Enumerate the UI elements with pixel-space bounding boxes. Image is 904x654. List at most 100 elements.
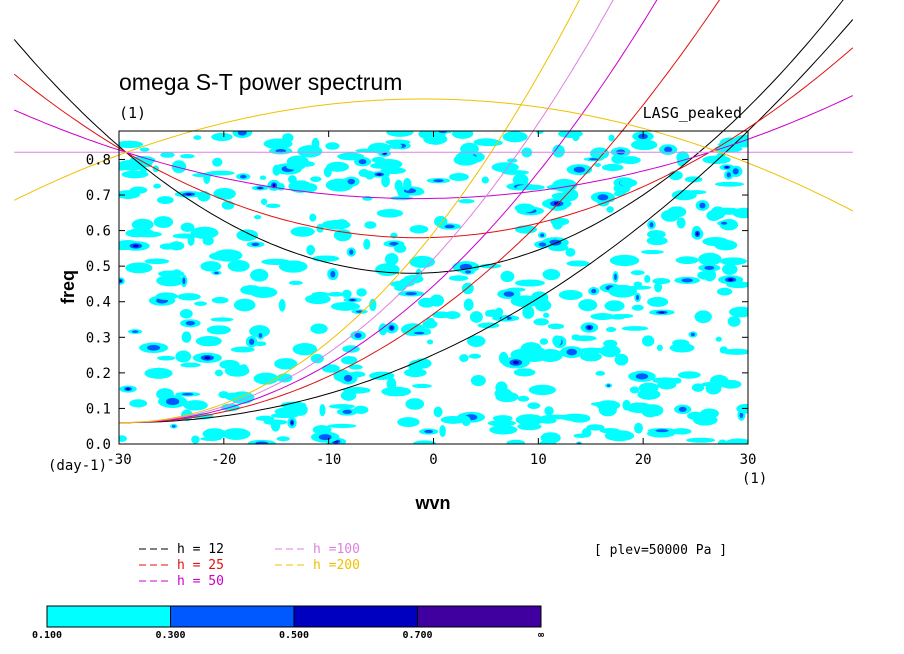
contour-patch — [432, 311, 451, 319]
contour-patch-peak — [377, 173, 382, 176]
contour-patch — [637, 389, 661, 400]
contour-patch — [253, 372, 279, 385]
contour-patch — [397, 417, 420, 427]
power-contour-fill — [119, 131, 748, 444]
contour-patch — [715, 336, 722, 342]
contour-patch — [177, 293, 201, 301]
contour-patch-peak — [272, 183, 276, 187]
contour-patch — [405, 398, 425, 410]
contour-patch — [581, 428, 592, 438]
contour-patch — [622, 399, 631, 411]
contour-patch — [603, 339, 618, 348]
contour-patch — [276, 373, 293, 383]
contour-patch — [121, 170, 149, 179]
contour-patch-strong — [185, 321, 195, 326]
contour-patch-strong — [405, 292, 417, 296]
contour-patch — [691, 383, 705, 392]
x-axis-ticks: -30 -20 -10 0 10 20 30 — [106, 131, 756, 468]
contour-patch — [175, 350, 192, 363]
colorbar-segment — [417, 605, 542, 628]
contour-patch — [119, 140, 144, 149]
x-axis-label: wvn — [414, 493, 450, 513]
contour-patch — [652, 278, 671, 285]
contour-patch — [153, 183, 161, 189]
contour-patch-strong — [389, 241, 399, 246]
contour-patch — [282, 133, 294, 143]
contour-patch — [646, 236, 668, 246]
contour-patch — [539, 338, 549, 345]
contour-patch — [517, 395, 530, 402]
contour-patch — [206, 325, 231, 335]
contour-patch — [550, 217, 570, 226]
x-tick-label: 30 — [740, 452, 757, 468]
contour-patch — [206, 170, 235, 176]
contour-patch-strong — [607, 384, 611, 387]
contour-patch — [481, 176, 489, 184]
contour-patch — [288, 180, 312, 193]
contour-patch — [312, 255, 340, 262]
contour-patch-strong — [166, 398, 180, 406]
contour-patch — [608, 284, 638, 298]
contour-patch — [330, 301, 361, 311]
contour-patch — [487, 420, 516, 427]
contour-patch-strong — [182, 277, 186, 285]
contour-patch — [719, 257, 747, 266]
contour-patch — [333, 229, 352, 242]
colorbar-level-label: 0.100 — [32, 630, 62, 641]
contour-patch — [652, 377, 679, 382]
contour-patch-peak — [390, 326, 394, 330]
contour-patch-strong — [635, 373, 649, 380]
contour-patch — [513, 368, 536, 377]
contour-patch — [290, 226, 315, 237]
contour-patch — [495, 307, 504, 317]
contour-patch — [461, 415, 471, 427]
contour-patch — [253, 215, 262, 220]
contour-patch — [551, 192, 576, 200]
contour-patch — [288, 280, 303, 286]
contour-patch — [671, 189, 697, 201]
contour-patch — [381, 174, 390, 188]
contour-patch — [647, 296, 669, 307]
contour-patch — [213, 187, 236, 200]
contour-patch — [733, 134, 748, 148]
contour-patch — [590, 313, 615, 321]
contour-patch — [641, 249, 664, 255]
contour-patch-strong — [237, 131, 247, 136]
contour-patch — [254, 341, 267, 347]
legend-label: h = 25 — [177, 558, 224, 573]
contour-patch — [250, 268, 269, 282]
contour-patch — [539, 440, 557, 444]
contour-patch — [565, 247, 576, 257]
contour-patch — [153, 216, 174, 229]
contour-patch — [514, 225, 538, 234]
kelvin-curve-200 — [118, 0, 580, 424]
contour-patch — [672, 339, 690, 347]
contour-patch — [489, 425, 518, 435]
y-tick-label: 0.3 — [86, 330, 111, 346]
colorbar-segment — [293, 605, 418, 628]
colorbar-segment — [170, 605, 295, 628]
contour-patch — [157, 355, 176, 361]
y-tick-label: 0.4 — [86, 295, 111, 311]
contour-patch-strong — [726, 172, 731, 178]
contour-patch-strong — [433, 179, 444, 183]
contour-patch — [222, 428, 251, 440]
contour-patch-strong — [172, 424, 176, 428]
contour-patch-strong — [347, 178, 356, 185]
contour-patch-strong — [147, 344, 161, 351]
contour-patch — [726, 438, 748, 444]
contour-patch-strong — [258, 333, 263, 338]
contour-patch — [552, 144, 565, 158]
contour-patch — [726, 281, 748, 289]
colorbar-level-label: ∞ — [538, 630, 544, 641]
contour-patch — [533, 318, 549, 326]
contour-patch-strong — [503, 291, 515, 297]
x-tick-label: -20 — [211, 452, 236, 468]
contour-patch-strong — [636, 294, 640, 301]
contour-patch — [533, 347, 547, 360]
contour-patch — [501, 170, 529, 175]
contour-patch — [286, 164, 306, 170]
contour-patch — [722, 348, 748, 355]
contour-patch-strong — [444, 224, 455, 229]
